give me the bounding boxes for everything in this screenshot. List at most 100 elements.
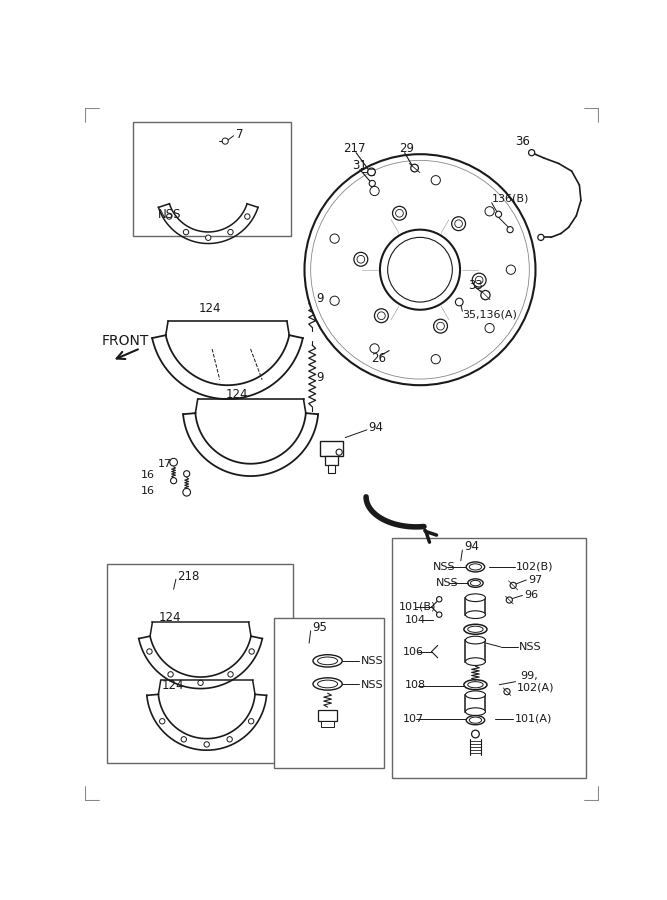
Text: 26: 26 (372, 352, 386, 365)
Text: 96: 96 (524, 590, 538, 600)
Ellipse shape (466, 562, 485, 572)
Text: 94: 94 (464, 540, 479, 554)
Ellipse shape (466, 658, 486, 665)
Text: 107: 107 (403, 714, 424, 724)
Circle shape (496, 212, 502, 217)
Circle shape (330, 296, 340, 305)
Text: NSS: NSS (433, 562, 456, 572)
Circle shape (369, 180, 376, 186)
Text: 36: 36 (515, 135, 530, 148)
Circle shape (168, 671, 173, 677)
Ellipse shape (359, 320, 372, 328)
Circle shape (227, 230, 233, 235)
Circle shape (183, 489, 191, 496)
Ellipse shape (313, 678, 342, 690)
Circle shape (159, 718, 165, 724)
Ellipse shape (466, 691, 486, 698)
Text: 97: 97 (528, 575, 542, 585)
Ellipse shape (468, 212, 482, 219)
Bar (325, 456, 338, 465)
Circle shape (380, 230, 460, 310)
Text: 106: 106 (403, 646, 424, 657)
Text: 136(B): 136(B) (492, 194, 529, 204)
Ellipse shape (362, 208, 370, 222)
Circle shape (456, 298, 463, 306)
Circle shape (481, 291, 490, 300)
Circle shape (431, 176, 440, 184)
Text: 16: 16 (141, 487, 155, 497)
Ellipse shape (466, 636, 486, 644)
Circle shape (388, 238, 452, 302)
Text: 99,: 99, (520, 671, 538, 681)
Text: 124: 124 (199, 302, 221, 315)
Text: NSS: NSS (158, 208, 181, 220)
Bar (133, 122, 291, 236)
Text: NSS: NSS (520, 642, 542, 652)
Circle shape (452, 217, 466, 230)
Text: 101(B): 101(B) (398, 602, 436, 612)
Text: 217: 217 (343, 141, 366, 155)
Circle shape (506, 266, 516, 274)
Ellipse shape (466, 716, 485, 724)
Ellipse shape (468, 579, 483, 588)
Ellipse shape (471, 317, 478, 331)
Bar (321, 721, 334, 727)
Text: 35,136(A): 35,136(A) (462, 310, 517, 320)
Circle shape (198, 680, 203, 686)
Text: 101(A): 101(A) (515, 714, 552, 724)
Text: NSS: NSS (361, 656, 384, 666)
Circle shape (434, 320, 448, 333)
Bar (320, 441, 343, 456)
Circle shape (455, 220, 462, 228)
Circle shape (411, 164, 418, 172)
Text: 104: 104 (405, 615, 426, 625)
Circle shape (311, 160, 530, 379)
Ellipse shape (470, 580, 480, 586)
Circle shape (228, 671, 233, 677)
Ellipse shape (470, 717, 482, 724)
Circle shape (368, 168, 376, 176)
Circle shape (249, 649, 254, 654)
Circle shape (357, 256, 365, 263)
Bar (107, 563, 293, 762)
Ellipse shape (466, 707, 486, 716)
Ellipse shape (468, 626, 483, 633)
Circle shape (504, 688, 510, 695)
Text: FRONT: FRONT (102, 334, 149, 347)
Text: 94: 94 (368, 421, 384, 434)
Text: 124: 124 (162, 679, 185, 692)
Circle shape (436, 612, 442, 617)
Circle shape (227, 736, 232, 742)
Text: 16: 16 (141, 471, 155, 481)
Ellipse shape (468, 681, 483, 688)
Bar (318, 710, 337, 721)
Circle shape (336, 449, 342, 455)
Text: NSS: NSS (361, 680, 384, 690)
Bar (328, 465, 335, 473)
Text: 31: 31 (352, 159, 367, 172)
Circle shape (476, 276, 483, 284)
Circle shape (205, 235, 211, 240)
Circle shape (485, 207, 494, 216)
Ellipse shape (464, 680, 487, 689)
Text: 102(B): 102(B) (516, 562, 554, 572)
Circle shape (472, 274, 486, 287)
Circle shape (183, 230, 189, 235)
Circle shape (370, 186, 379, 195)
Ellipse shape (317, 680, 338, 688)
Circle shape (171, 478, 177, 484)
Text: 124: 124 (158, 611, 181, 625)
Circle shape (431, 355, 440, 364)
Text: 33: 33 (468, 279, 482, 292)
Circle shape (485, 323, 494, 333)
Circle shape (396, 210, 404, 217)
Circle shape (378, 312, 386, 319)
Text: 9: 9 (316, 292, 323, 305)
Bar (274, 617, 384, 768)
Circle shape (538, 234, 544, 240)
Text: 102(A): 102(A) (517, 682, 554, 692)
Text: 7: 7 (236, 129, 243, 141)
Text: 108: 108 (405, 680, 426, 690)
Bar (466, 695, 486, 712)
Text: 218: 218 (177, 570, 200, 582)
